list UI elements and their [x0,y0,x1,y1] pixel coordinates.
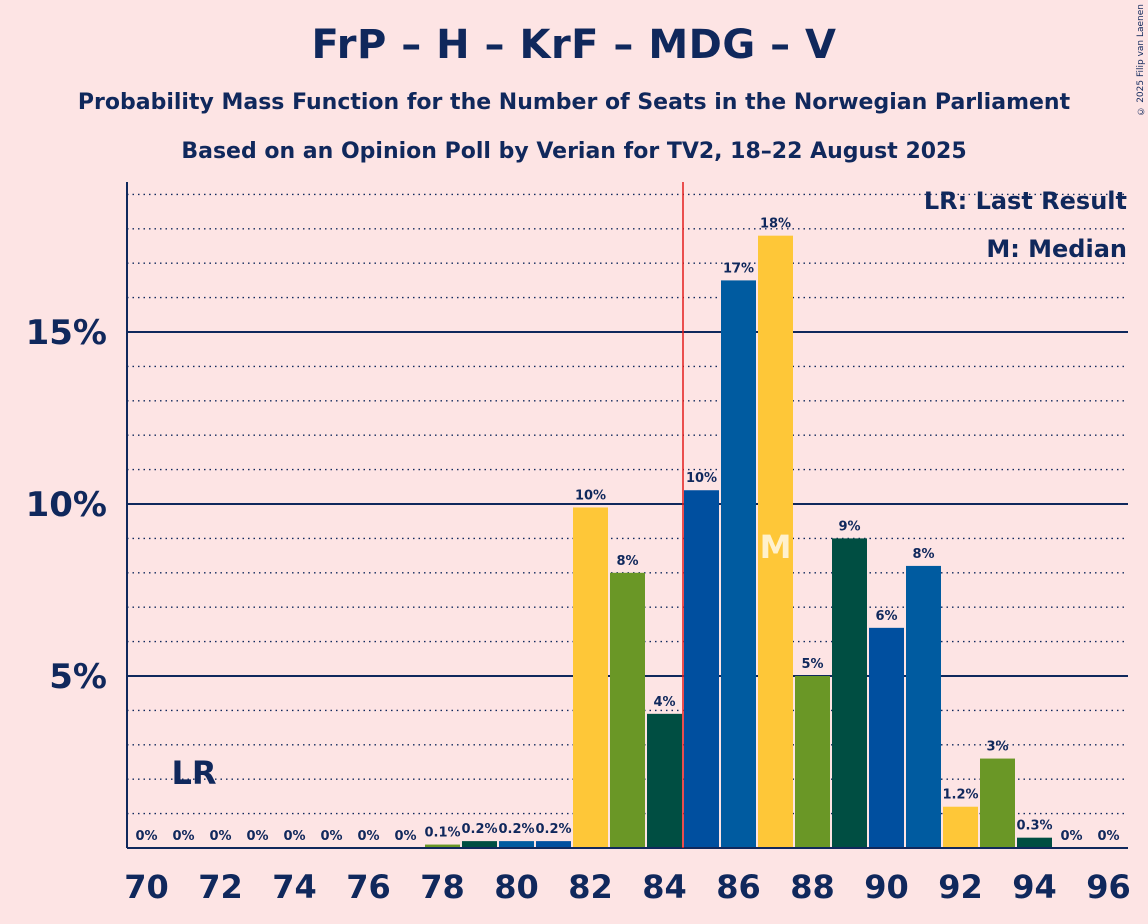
bar-labels: 0% 0% 0% 0% 0% 0% 0% 0% 0.1% 0.2% 0.2% 0.2%10%8%4%1… [135,217,1119,844]
bar-label-seat-95: 0% [1060,829,1082,844]
bar-seat-84 [647,713,682,848]
bar-label-seat-75: 0% [320,829,342,844]
bar-label-seat-78: 0.1% [424,826,460,841]
bars [425,235,1052,848]
legend-last-result: LR: Last Result [924,187,1127,215]
legend-median: M: Median [986,235,1127,263]
last-result-marker: LR [172,754,217,792]
bar-label-seat-71: 0% [172,829,194,844]
tick-labels: 5% 10% 15% 70 72 74 76 78 80 82 84 86 88 90 92 94 96 [26,313,1131,906]
x-tick-label: 82 [568,868,613,906]
bar-seat-87 [758,235,793,848]
bar-seat-83 [610,572,645,848]
bar-seat-93 [980,758,1015,848]
x-tick-label: 76 [346,868,391,906]
bar-seat-88 [795,676,830,848]
x-tick-label: 74 [272,868,317,906]
bar-seat-79 [462,841,497,848]
x-tick-label: 94 [1012,868,1057,906]
bar-seat-81 [536,841,571,848]
x-tick-label: 96 [1086,868,1131,906]
y-tick-label: 10% [26,485,107,525]
median-marker: M [760,528,792,566]
bar-label-seat-84: 4% [653,695,675,710]
chart-subtitle: Probability Mass Function for the Number… [77,90,1071,115]
bar-seat-80 [499,841,534,848]
bar-seat-92 [943,806,978,848]
bar-label-seat-87: 18% [760,217,791,232]
bar-label-seat-94: 0.3% [1016,819,1052,834]
bar-label-seat-79: 0.2% [461,822,497,837]
y-tick-label: 5% [49,657,107,697]
bar-label-seat-91: 8% [912,547,934,562]
bar-label-seat-81: 0.2% [535,822,571,837]
x-tick-label: 88 [790,868,835,906]
bar-label-seat-70: 0% [135,829,157,844]
bar-label-seat-96: 0% [1097,829,1119,844]
x-tick-label: 80 [494,868,539,906]
bar-label-seat-73: 0% [246,829,268,844]
bar-seat-94 [1017,837,1052,848]
x-tick-label: 84 [642,868,687,906]
bar-label-seat-85: 10% [686,471,717,486]
bar-label-seat-89: 9% [838,519,860,534]
x-tick-label: 72 [198,868,243,906]
bar-label-seat-77: 0% [394,829,416,844]
bar-label-seat-93: 3% [986,740,1008,755]
bar-label-seat-76: 0% [357,829,379,844]
y-tick-label: 15% [26,313,107,353]
x-tick-label: 92 [938,868,983,906]
bar-seat-78 [425,844,460,848]
bar-seat-85 [684,490,719,848]
bar-label-seat-74: 0% [283,829,305,844]
x-tick-label: 78 [420,868,465,906]
bar-label-seat-83: 8% [616,554,638,569]
x-tick-label: 86 [716,868,761,906]
chart-overlay: LR M [172,182,792,848]
bar-seat-89 [832,538,867,848]
bar-seat-82 [573,507,608,848]
axes [126,182,1128,849]
bar-label-seat-72: 0% [209,829,231,844]
bar-label-seat-80: 0.2% [498,822,534,837]
bar-label-seat-82: 10% [575,488,606,503]
bar-seat-91 [906,565,941,848]
x-tick-label: 90 [864,868,909,906]
bar-seat-86 [721,280,756,848]
bar-label-seat-86: 17% [723,261,754,276]
bar-label-seat-88: 5% [801,657,823,672]
chart-subtitle-poll: Based on an Opinion Poll by Verian for T… [181,139,967,164]
chart-title: FrP – H – KrF – MDG – V [311,22,837,68]
x-tick-label: 70 [124,868,169,906]
bar-label-seat-92: 1.2% [942,788,978,803]
bar-seat-90 [869,627,904,848]
bar-label-seat-90: 6% [875,609,897,624]
